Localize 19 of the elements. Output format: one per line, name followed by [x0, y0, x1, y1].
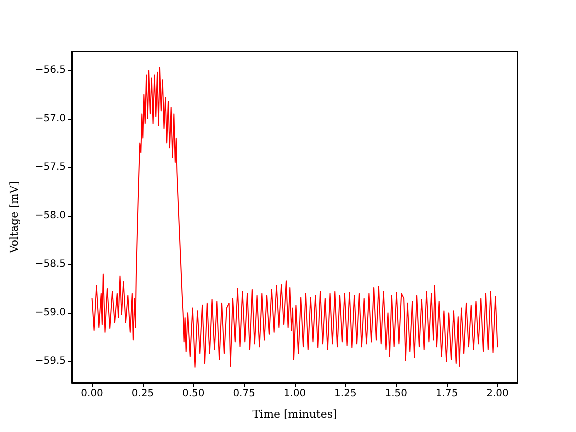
x-tick-label: 0.00	[81, 388, 104, 400]
y-tick-label: −58.0	[35, 210, 66, 222]
x-axis-title: Time [minutes]	[252, 408, 338, 421]
y-tick-label: −58.5	[35, 259, 66, 270]
y-tick-label: −59.0	[35, 308, 66, 319]
x-tick-label: 1.75	[436, 388, 458, 400]
x-tick-label: 0.50	[182, 388, 205, 400]
x-tick-label: 1.50	[385, 388, 408, 400]
y-tick-label: −57.5	[35, 162, 66, 174]
y-tick-label: −56.5	[35, 64, 66, 76]
x-tick-label: 1.00	[284, 388, 306, 400]
x-tick-label: 1.25	[334, 388, 357, 400]
y-axis-title: Voltage [mV]	[8, 181, 21, 255]
x-tick-label: 0.25	[132, 388, 154, 400]
y-tick-label: −59.5	[35, 356, 66, 368]
y-tick-label: −57.0	[35, 113, 66, 124]
line-series	[92, 67, 498, 368]
x-tick-label: 0.75	[233, 388, 256, 400]
x-tick-label: 2.00	[486, 388, 509, 400]
